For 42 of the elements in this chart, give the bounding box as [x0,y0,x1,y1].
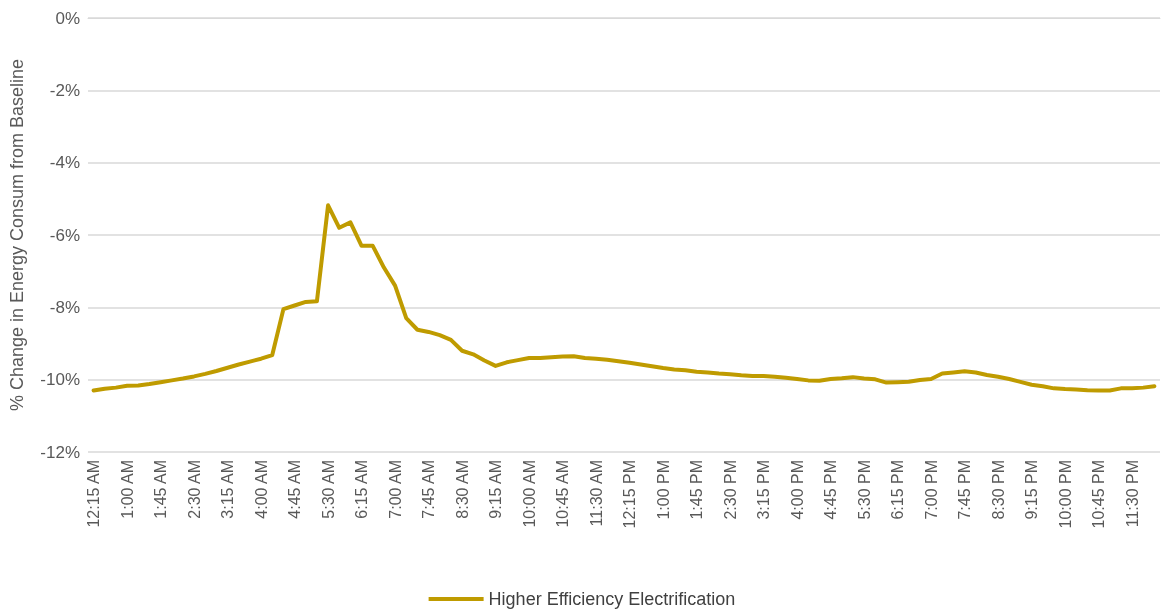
x-tick-label: 11:30 AM [587,460,605,527]
x-tick-label: 8:30 PM [989,460,1007,520]
x-tick-label: 4:45 AM [286,460,304,519]
x-tick-label: 6:15 PM [889,460,907,520]
x-tick-label: 1:00 AM [118,460,136,519]
y-axis-title: % Change in Energy Consum from Baseline [7,58,27,412]
x-tick-label: 7:00 AM [386,460,404,519]
x-tick-label: 5:30 AM [319,460,337,519]
x-tick-label: 10:45 AM [554,460,572,528]
x-tick-label: 3:15 PM [755,460,773,520]
legend-label: Higher Efficiency Electrification [488,589,736,609]
x-tick-label: 4:00 AM [252,460,270,519]
y-tick-label: -10% [40,370,80,390]
x-tick-label: 7:45 PM [956,460,974,520]
x-tick-label: 5:30 PM [855,460,873,520]
y-tick-label: 0% [55,8,80,28]
x-tick-label: 1:45 PM [688,460,706,520]
x-tick-label: 12:15 PM [621,460,639,529]
x-tick-label: 1:00 PM [654,460,672,520]
x-tick-label: 4:00 PM [788,460,806,520]
x-tick-label: 10:45 PM [1090,460,1108,529]
x-tick-label: 10:00 AM [520,460,538,528]
x-tick-label: 9:15 PM [1023,460,1041,520]
x-tick-label: 2:30 AM [185,460,203,519]
x-tick-label: 12:15 AM [85,460,103,528]
x-tick-label: 3:15 AM [219,460,237,519]
x-tick-label: 4:45 PM [822,460,840,520]
x-tick-label: 2:30 PM [721,460,739,520]
y-tick-label: -6% [49,225,80,245]
y-tick-label: -12% [40,442,80,462]
x-tick-label: 8:30 AM [453,460,471,519]
x-tick-label: 6:15 AM [353,460,371,519]
line-series [91,203,1157,393]
x-tick-label: 7:00 PM [922,460,940,520]
y-tick-label: -2% [49,80,80,100]
y-tick-label: -4% [49,153,80,173]
x-tick-label: 10:00 PM [1056,460,1074,529]
x-tick-label: 7:45 AM [420,460,438,519]
y-tick-label: -8% [49,297,80,317]
x-tick-label: 9:15 AM [487,460,505,519]
x-tick-label: 11:30 PM [1123,460,1141,528]
x-tick-label: 1:45 AM [152,460,170,519]
